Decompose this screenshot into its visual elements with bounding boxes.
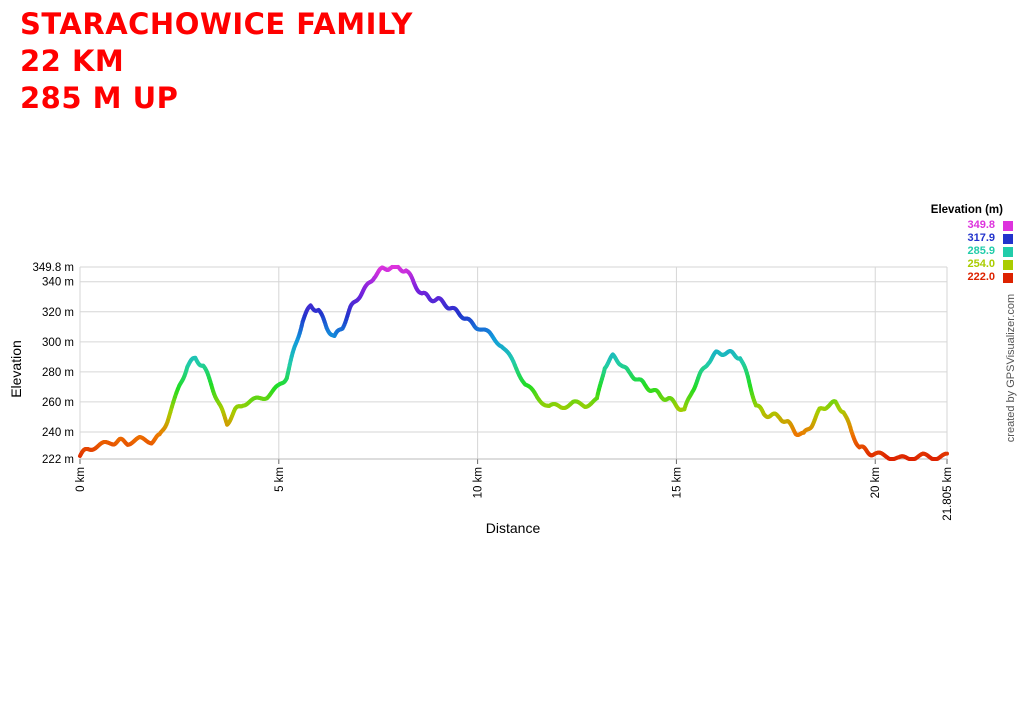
- legend-title: Elevation (m): [930, 204, 1003, 216]
- y-tick-label: 240 m: [42, 427, 74, 439]
- x-tick-label: 20 km: [870, 467, 882, 498]
- legend-swatch: [1003, 247, 1013, 257]
- legend-swatch: [1003, 234, 1013, 244]
- y-tick-label: 222 m: [42, 454, 74, 466]
- title-line-1: STARACHOWICE FAMILY: [20, 7, 413, 41]
- legend-item: 254.0: [900, 258, 1018, 271]
- x-tick-label: 0 km: [75, 467, 87, 492]
- legend-swatch: [1003, 221, 1013, 231]
- x-tick-label: 10 km: [473, 467, 485, 498]
- legend-item: 222.0: [900, 271, 1018, 284]
- x-tick-label: 21.805 km: [942, 467, 954, 521]
- title-line-3: 285 M UP: [20, 81, 179, 115]
- legend-value: 317.9: [967, 232, 995, 244]
- credit-text: created by GPSVisualizer.com: [1005, 293, 1017, 443]
- legend-value: 222.0: [967, 271, 995, 283]
- y-tick-label: 280 m: [42, 367, 74, 379]
- y-tick-label: 340 m: [42, 277, 74, 289]
- y-axis-ticks: 222 m 240 m 260 m 280 m 300 m 320 m 340 m 349.8…: [32, 262, 74, 466]
- chart-grid: [79, 266, 948, 464]
- y-tick-label: 320 m: [42, 307, 74, 319]
- title-line-2: 22 KM: [20, 44, 125, 78]
- legend-item: 317.9: [900, 232, 1018, 245]
- legend-item: 349.8: [900, 219, 1018, 232]
- y-tick-label: 260 m: [42, 397, 74, 409]
- x-axis-label: Distance: [486, 520, 541, 536]
- legend-value: 285.9: [967, 245, 995, 257]
- y-tick-label: 349.8 m: [32, 262, 74, 274]
- legend-swatch: [1003, 273, 1013, 283]
- x-tick-label: 15 km: [671, 467, 683, 498]
- y-tick-label: 300 m: [42, 337, 74, 349]
- legend-value: 349.8: [967, 219, 995, 231]
- legend-swatch: [1003, 260, 1013, 270]
- x-axis-ticks: 0 km 5 km 10 km 15 km 20 km 21.805 km: [75, 467, 954, 521]
- x-tick-label: 5 km: [274, 467, 286, 492]
- elevation-profile: [78, 265, 949, 461]
- legend-item: 285.9: [900, 245, 1018, 258]
- legend-value: 254.0: [967, 258, 995, 270]
- y-axis-label: Elevation: [8, 340, 24, 398]
